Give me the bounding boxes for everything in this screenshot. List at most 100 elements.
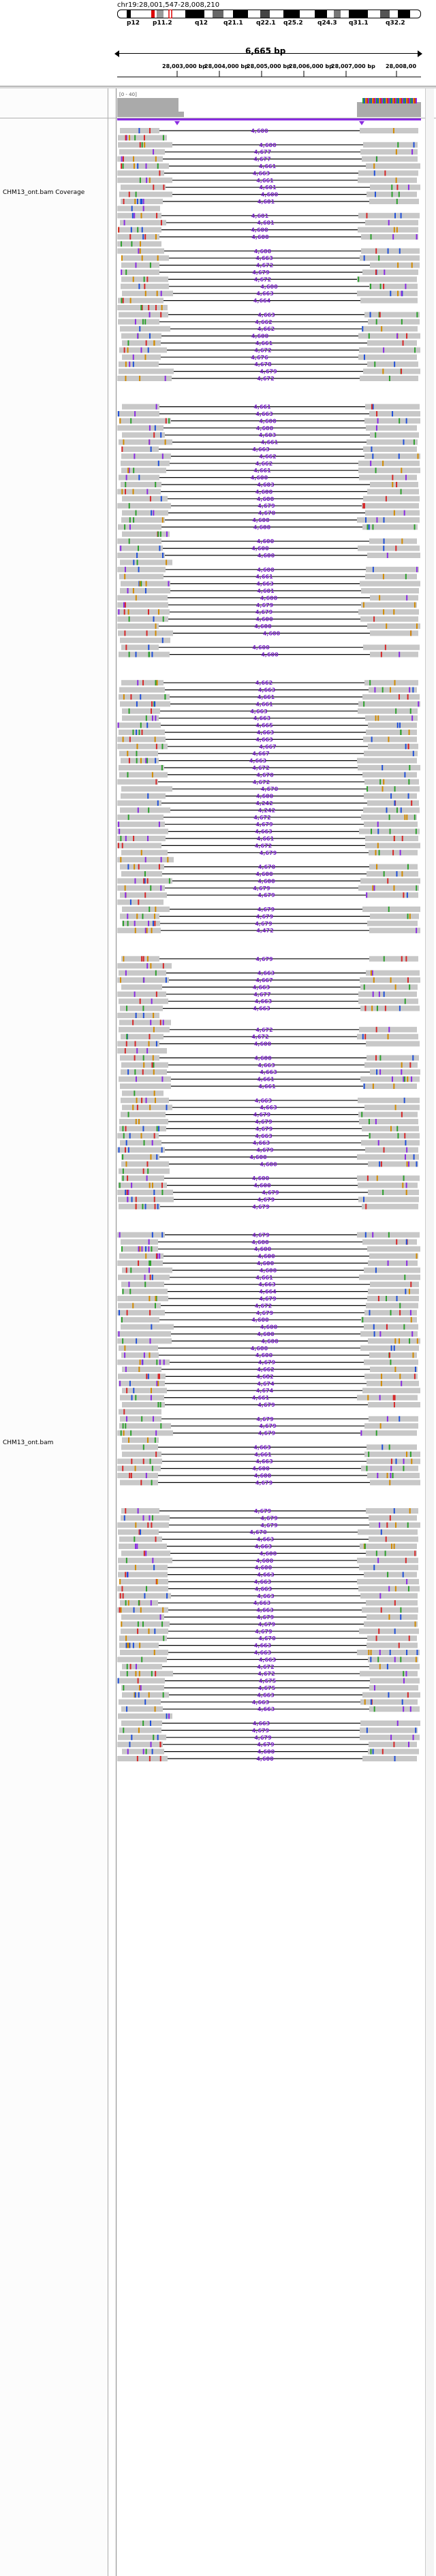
panel-divider[interactable] (0, 86, 436, 88)
mismatch-base (125, 1571, 127, 1578)
junction-length-label: 4,600 (260, 1161, 277, 1167)
read-segment (367, 340, 417, 346)
read-segment (121, 1282, 164, 1288)
alignment-data-panel[interactable]: 4,600 4,600 4,677 4,677 4,661 4,663 4,661 4,601… (117, 88, 421, 2576)
junction-length-label: 4,679 (255, 921, 272, 927)
mismatch-base (131, 1458, 133, 1465)
junction-length-label: 4,679 (260, 850, 277, 856)
mismatch-base (121, 241, 123, 247)
mismatch-base (143, 878, 145, 884)
junction-length-label: 4,663 (250, 708, 267, 715)
junction-length-label: 4,600 (257, 567, 275, 573)
mismatch-base (158, 1126, 160, 1132)
arrow-left-icon (114, 50, 119, 57)
read-segment (364, 1105, 420, 1111)
mismatch-base (129, 297, 131, 304)
junction-length-label: 4,661 (257, 1077, 275, 1083)
mismatch-base (377, 1557, 379, 1563)
mismatch-base (149, 1515, 151, 1521)
mismatch-base (147, 1373, 149, 1380)
coverage-track-name[interactable]: CHM13_ont.bam Coverage (3, 189, 85, 196)
mismatch-base (138, 566, 140, 572)
locus-label[interactable]: chr19:28,001,547-28,008,210 (117, 1, 220, 9)
mismatch-base (399, 1005, 401, 1011)
mismatch-base (134, 1565, 136, 1571)
mismatch-base (377, 1296, 379, 1301)
mismatch-base (391, 184, 393, 191)
mismatch-base (140, 757, 142, 764)
mismatch-base (154, 913, 156, 919)
mismatch-base (387, 878, 389, 884)
mismatch-base (122, 1593, 124, 1599)
mismatch-base (384, 1550, 386, 1556)
junction-length-label: 4,677 (253, 992, 270, 998)
mismatch-base (414, 1373, 416, 1380)
mismatch-base (388, 1444, 390, 1450)
scrollbar[interactable] (425, 88, 434, 2576)
mismatch-base (138, 1600, 140, 1606)
junction-length-label: 4,663 (258, 971, 275, 977)
cytoband-label: q24.3 (317, 20, 337, 27)
junction-length-label: 4,600 (256, 794, 274, 800)
mismatch-base (123, 694, 125, 700)
mismatch-base (137, 227, 139, 233)
mismatch-base (136, 1756, 138, 1761)
alignment-track-name[interactable]: CHM13_ont.bam (3, 1439, 54, 1446)
junction-length-label: 4,663 (255, 1586, 272, 1592)
mismatch-base (390, 1544, 392, 1549)
span-label: 6,665 bp (245, 46, 286, 56)
mismatch-base (157, 1380, 159, 1386)
mismatch-base (379, 1522, 381, 1528)
mismatch-base (367, 1395, 369, 1401)
mismatch-base (363, 1544, 365, 1549)
junction-length-label: 4,679 (257, 1614, 275, 1620)
read-segment (370, 184, 420, 191)
coverage-mismatch (375, 98, 376, 103)
mismatch-base (383, 538, 385, 544)
read-segment (370, 432, 419, 438)
junction-length-label: 4,664 (253, 298, 271, 304)
read-segment (369, 1742, 417, 1748)
mismatch-base (163, 184, 165, 191)
read-segment (119, 751, 158, 757)
mismatch-base (134, 1090, 136, 1096)
mismatch-base (406, 1451, 408, 1457)
read-segment (121, 1706, 163, 1712)
coordinate-ruler[interactable]: 28,003,000 bp 28,004,000 bp 28,005,000 b… (117, 63, 421, 71)
mismatch-base (142, 319, 144, 325)
mismatch-base (166, 1713, 168, 1719)
mismatch-base (155, 1253, 157, 1259)
mismatch-base (140, 1529, 142, 1535)
junction-length-label: 4,662 (259, 453, 276, 459)
mismatch-base (127, 1600, 129, 1606)
read-segment (121, 1154, 159, 1160)
mismatch-base (396, 1126, 399, 1132)
coverage-mismatch (403, 98, 405, 103)
mismatch-base (400, 730, 402, 735)
read-segment (357, 276, 417, 282)
mismatch-base (414, 1367, 416, 1372)
junction-length-label: 4,679 (259, 1423, 277, 1429)
mismatch-base (153, 1416, 155, 1422)
mismatch-base (149, 1274, 151, 1280)
mismatch-base (143, 1062, 145, 1068)
mismatch-base (125, 376, 127, 381)
alignment-reads[interactable]: 4,6004,6004,6774,6774,6614,6634,6614,601… (117, 88, 421, 2576)
mismatch-base (407, 1692, 409, 1698)
mismatch-base (395, 1458, 397, 1465)
mismatch-base (138, 283, 140, 289)
mismatch-base (130, 1267, 132, 1273)
chromosome-ideogram[interactable] (117, 10, 421, 18)
mismatch-base (148, 1246, 150, 1252)
junction-length-label: 4,663 (252, 446, 269, 453)
mismatch-base (135, 510, 137, 516)
mismatch-base (377, 418, 379, 424)
read-segment (117, 885, 165, 891)
mismatch-base (124, 1147, 126, 1153)
mismatch-base (159, 170, 161, 176)
mismatch-base (405, 956, 407, 962)
mismatch-base (160, 885, 162, 891)
coverage-mismatch (416, 98, 417, 103)
read-segment (369, 1536, 418, 1542)
mismatch-base (132, 1105, 134, 1111)
